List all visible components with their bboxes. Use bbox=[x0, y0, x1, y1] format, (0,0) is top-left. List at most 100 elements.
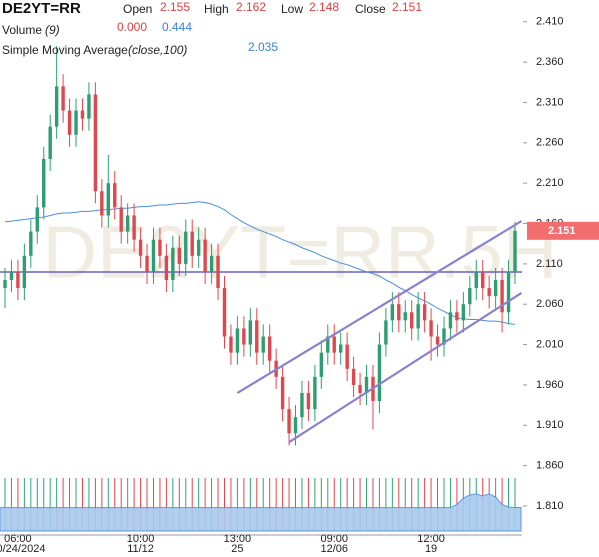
candle-body bbox=[397, 304, 401, 321]
candle-body bbox=[390, 304, 395, 321]
x-date-label: 10/24/2024 bbox=[0, 543, 45, 555]
candle-body bbox=[42, 158, 46, 208]
candle-body bbox=[364, 376, 369, 393]
candle-body bbox=[493, 280, 498, 297]
y-tick-label: 2.310 bbox=[536, 96, 564, 108]
candle-body bbox=[267, 336, 272, 361]
candle-body bbox=[429, 320, 433, 337]
candle-body bbox=[287, 409, 291, 434]
candle-body bbox=[164, 255, 169, 281]
candle-body bbox=[280, 376, 285, 410]
candle-body bbox=[506, 271, 511, 313]
candle-body bbox=[468, 288, 472, 305]
candle-body bbox=[442, 328, 446, 345]
high-value: 2.162 bbox=[236, 0, 266, 14]
candle-body bbox=[487, 288, 491, 297]
candle-body bbox=[410, 312, 414, 329]
close-value: 2.151 bbox=[392, 0, 422, 14]
y-tick-label: 2.410 bbox=[536, 16, 564, 28]
candle-body bbox=[377, 344, 382, 402]
candle-body bbox=[48, 126, 52, 159]
sma-value: 2.035 bbox=[248, 40, 278, 54]
candle-body bbox=[93, 94, 98, 192]
legend-header: DE2YT=RR Open 2.155 High 2.162 Low 2.148… bbox=[2, 0, 422, 57]
candle-body bbox=[151, 239, 156, 272]
candle-body bbox=[338, 344, 343, 353]
y-tick-label: 2.360 bbox=[536, 56, 564, 68]
sma-line bbox=[4, 201, 516, 325]
sma-param: (close,100) bbox=[128, 43, 187, 57]
candle-body bbox=[177, 247, 182, 264]
x-date-label: 25 bbox=[231, 543, 243, 555]
x-date-label: 19 bbox=[425, 543, 437, 555]
candle-body bbox=[248, 320, 253, 345]
open-label: Open bbox=[123, 2, 152, 16]
candle-body bbox=[119, 207, 123, 232]
candle-body bbox=[455, 312, 459, 321]
candle-body bbox=[3, 280, 7, 289]
plot-area: 2.4102.3602.3102.2602.2102.1602.1102.060… bbox=[0, 16, 599, 555]
candle-body bbox=[293, 417, 298, 434]
candle-body bbox=[190, 231, 194, 256]
candle-body bbox=[16, 271, 20, 289]
x-date-label: 12/06 bbox=[320, 543, 348, 555]
candle-body bbox=[61, 86, 65, 111]
x-tick-label: 13:00 bbox=[224, 533, 252, 545]
volume-ma-value: 0.444 bbox=[162, 20, 192, 34]
volume-param: (9) bbox=[45, 23, 60, 37]
candle-body bbox=[474, 271, 478, 289]
candle-body bbox=[67, 110, 72, 135]
candle-body bbox=[196, 239, 201, 256]
low-label: Low bbox=[281, 2, 303, 16]
x-tick-label: 10:00 bbox=[127, 533, 155, 545]
candle-body bbox=[158, 239, 162, 256]
candle-body bbox=[319, 352, 324, 377]
candle-body bbox=[216, 255, 220, 289]
volume-value: 0.000 bbox=[117, 20, 147, 34]
candle-body bbox=[125, 215, 130, 232]
channel-line bbox=[288, 291, 523, 444]
low-value: 2.148 bbox=[309, 0, 339, 14]
close-label: Close bbox=[355, 2, 386, 16]
candle-body bbox=[326, 336, 330, 353]
candle-body bbox=[80, 110, 85, 119]
candle-body bbox=[403, 312, 407, 321]
y-tick-label: 2.110 bbox=[536, 258, 563, 270]
open-value: 2.155 bbox=[160, 0, 190, 14]
candle-body bbox=[313, 376, 317, 410]
price-tag bbox=[527, 221, 599, 240]
y-tick-label: 2.260 bbox=[536, 137, 564, 149]
candle-body bbox=[22, 255, 27, 289]
x-tick-label: 06:00 bbox=[4, 533, 32, 545]
candle-body bbox=[184, 231, 188, 264]
symbol: DE2YT=RR bbox=[2, 0, 81, 17]
candle-body bbox=[132, 215, 136, 240]
candle-body bbox=[74, 110, 78, 135]
candle-body bbox=[138, 239, 143, 256]
candle-body bbox=[448, 312, 453, 329]
candle-body bbox=[384, 320, 388, 345]
candle-body bbox=[481, 271, 485, 289]
high-label: High bbox=[204, 2, 229, 16]
candle-body bbox=[171, 247, 175, 281]
candle-body bbox=[9, 271, 14, 281]
candle-body bbox=[209, 255, 214, 272]
candle-body bbox=[461, 304, 466, 321]
candle-body bbox=[100, 191, 104, 216]
price-tag-label: 2.151 bbox=[548, 225, 576, 237]
candle-body bbox=[351, 368, 356, 385]
candle-body bbox=[345, 344, 349, 369]
volume-ma-area bbox=[0, 493, 522, 532]
candle-body bbox=[203, 239, 207, 272]
y-tick-label: 2.010 bbox=[536, 338, 564, 350]
candle-body bbox=[261, 336, 265, 353]
candle-body bbox=[358, 384, 362, 393]
y-tick-label: 1.810 bbox=[536, 500, 564, 512]
candle-body bbox=[416, 304, 420, 329]
candle-body bbox=[113, 183, 117, 208]
volume-label: Volume bbox=[2, 23, 42, 37]
y-tick-label: 1.910 bbox=[536, 419, 564, 431]
candle-body bbox=[145, 255, 149, 272]
